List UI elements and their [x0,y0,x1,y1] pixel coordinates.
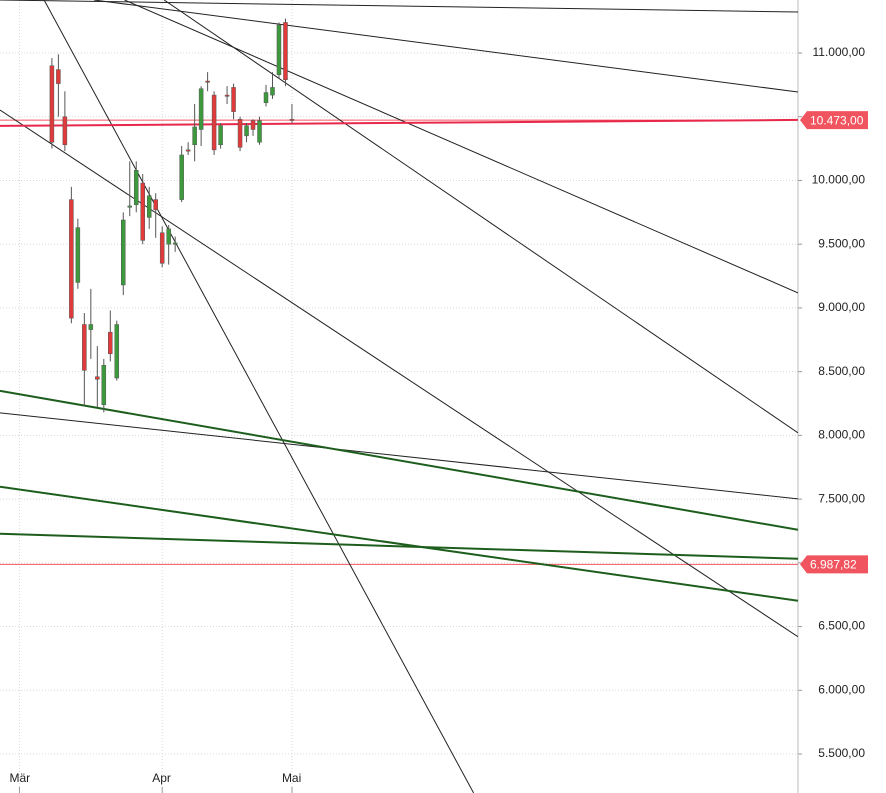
y-tick-label: 7.500,00 [818,491,865,505]
candle-body [159,232,165,264]
trend-line [124,0,798,294]
price-tag-label: 10.473,00 [810,113,864,127]
y-tick-label: 8.000,00 [818,428,865,442]
candle-body [133,170,139,205]
price-tag [800,555,868,574]
y-tick-label: 9.500,00 [818,236,865,250]
trend-line [0,0,798,13]
trend-line [0,412,798,500]
candle-body [172,242,178,245]
candle-body [75,227,81,283]
y-tick-label: 10.000,00 [812,173,866,187]
candle-body [185,149,191,152]
candle-body [270,87,275,96]
plot-area [0,0,798,793]
candle-body [82,324,87,371]
trend-line [0,109,798,638]
y-tick-label: 9.000,00 [818,300,865,314]
candle-body [166,228,171,245]
candle-body [276,24,282,75]
y-tick-label: 8.500,00 [818,364,865,378]
candle-body [49,65,55,143]
trend-line [0,118,798,127]
candle-body [231,87,236,112]
candle-body [101,365,107,406]
candle-body [224,94,230,97]
trend-line [0,485,798,602]
candle-body [283,22,288,81]
trend-line [0,532,798,560]
x-tick-label: Mai [282,771,301,785]
candle-body [192,126,197,146]
candle-body [289,119,295,121]
candle-body [179,154,184,200]
y-tick-label: 11.000,00 [813,45,866,59]
candle-body [244,125,249,137]
candle-body [95,376,100,380]
y-tick-label: 6.500,00 [818,619,865,633]
trend-line [163,0,798,434]
candle-body [88,324,94,330]
candle-body [146,195,152,218]
x-tick-label: Apr [152,771,171,785]
trend-line [0,389,798,531]
price-tag [800,111,868,130]
candle-body [198,88,204,130]
y-tick-label: 6.000,00 [818,682,865,696]
y-tick-label: 5.500,00 [818,746,865,760]
candle-body [140,182,145,241]
candle-body [108,331,113,355]
price-tag-label: 6.987,82 [810,558,857,572]
candle-body [250,120,256,130]
candle-body [237,119,243,148]
trend-line [94,0,798,93]
candle-body [69,199,74,319]
candle-body [121,219,126,286]
candle-body [114,324,120,379]
candle-body [263,92,269,103]
candle-body [127,205,133,208]
candle-body [62,116,68,146]
candle-body [211,94,217,151]
candle-body [56,69,61,84]
x-tick-label: Mär [9,771,30,785]
candle-body [205,80,210,83]
candle-body [257,120,262,143]
candle-body [218,125,223,146]
trend-line [43,0,475,793]
candle-body [153,199,158,211]
